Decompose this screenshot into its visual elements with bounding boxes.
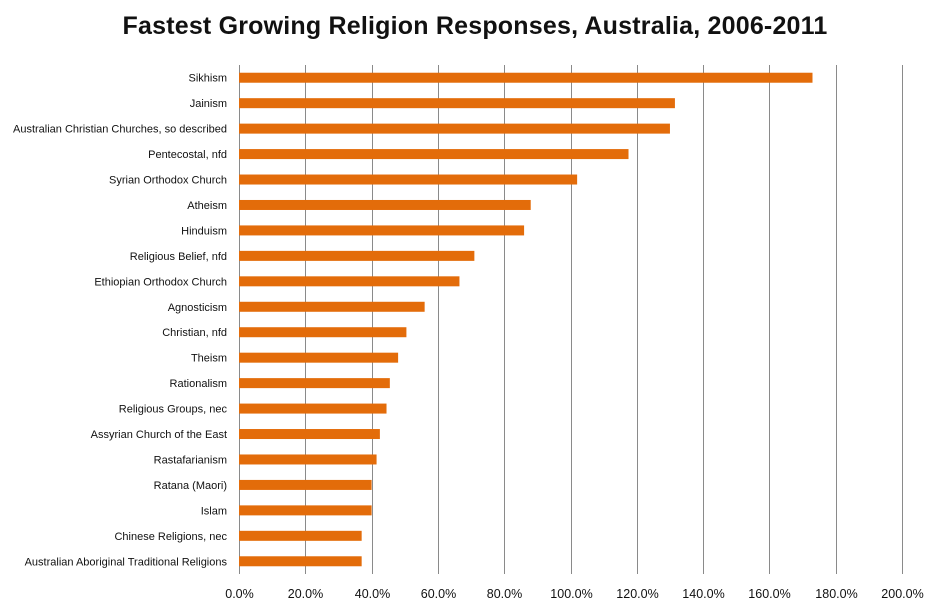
category-label: Assyrian Church of the East xyxy=(91,429,227,441)
bar xyxy=(239,505,372,516)
x-tick-label: 100.0% xyxy=(550,587,592,601)
category-label: Ethiopian Orthodox Church xyxy=(94,276,227,288)
bar xyxy=(239,403,387,414)
bar xyxy=(239,98,675,109)
x-tick-label: 40.0% xyxy=(355,587,390,601)
bar xyxy=(239,454,377,465)
category-label: Rationalism xyxy=(170,378,227,390)
category-label: Theism xyxy=(191,353,227,365)
bar xyxy=(239,479,372,490)
bar xyxy=(239,429,380,440)
category-label: Australian Christian Churches, so descri… xyxy=(13,124,227,136)
bar xyxy=(239,556,362,567)
category-label: Pentecostal, nfd xyxy=(148,149,227,161)
bar xyxy=(239,301,425,312)
category-labels: Sikhism Jainism Australian Christian Churc… xyxy=(13,73,227,569)
x-tick-label: 120.0% xyxy=(616,587,658,601)
bar xyxy=(239,72,813,83)
x-tick-label: 160.0% xyxy=(748,587,790,601)
bars xyxy=(239,72,813,567)
x-tick-label: 140.0% xyxy=(682,587,724,601)
category-label: Religious Belief, nfd xyxy=(130,251,227,263)
category-label: Christian, nfd xyxy=(162,327,227,339)
bar xyxy=(239,327,407,338)
category-label: Hinduism xyxy=(181,225,227,237)
bar xyxy=(239,225,525,236)
x-tick-label: 180.0% xyxy=(815,587,857,601)
category-label: Syrian Orthodox Church xyxy=(109,175,227,187)
category-label: Agnosticism xyxy=(168,302,227,314)
bar xyxy=(239,378,390,389)
category-label: Australian Aboriginal Traditional Religi… xyxy=(25,556,228,568)
category-label: Jainism xyxy=(190,98,227,110)
category-label: Religious Groups, nec xyxy=(119,404,228,416)
category-label: Ratana (Maori) xyxy=(154,480,227,492)
category-label: Chinese Religions, nec xyxy=(114,531,227,543)
bar xyxy=(239,352,399,363)
bar xyxy=(239,276,460,287)
bar xyxy=(239,149,629,160)
x-tick-label: 200.0% xyxy=(881,587,923,601)
x-tick-label: 20.0% xyxy=(288,587,323,601)
x-tick-label: 80.0% xyxy=(487,587,522,601)
bar xyxy=(239,123,670,134)
gridlines xyxy=(239,65,903,574)
bar xyxy=(239,174,578,185)
x-tick-label: 60.0% xyxy=(421,587,456,601)
bar xyxy=(239,530,362,541)
category-label: Rastafarianism xyxy=(154,454,227,466)
chart-title: Fastest Growing Religion Responses, Aust… xyxy=(122,12,828,40)
category-label: Sikhism xyxy=(188,73,227,85)
x-tick-label: 0.0% xyxy=(225,587,254,601)
bar xyxy=(239,250,475,261)
bar xyxy=(239,199,531,210)
x-tick-labels: 0.0% 20.0% 40.0% 60.0% 80.0% 100.0% 120.0% 140.… xyxy=(225,587,923,601)
category-label: Atheism xyxy=(187,200,227,212)
category-label: Islam xyxy=(201,505,227,517)
